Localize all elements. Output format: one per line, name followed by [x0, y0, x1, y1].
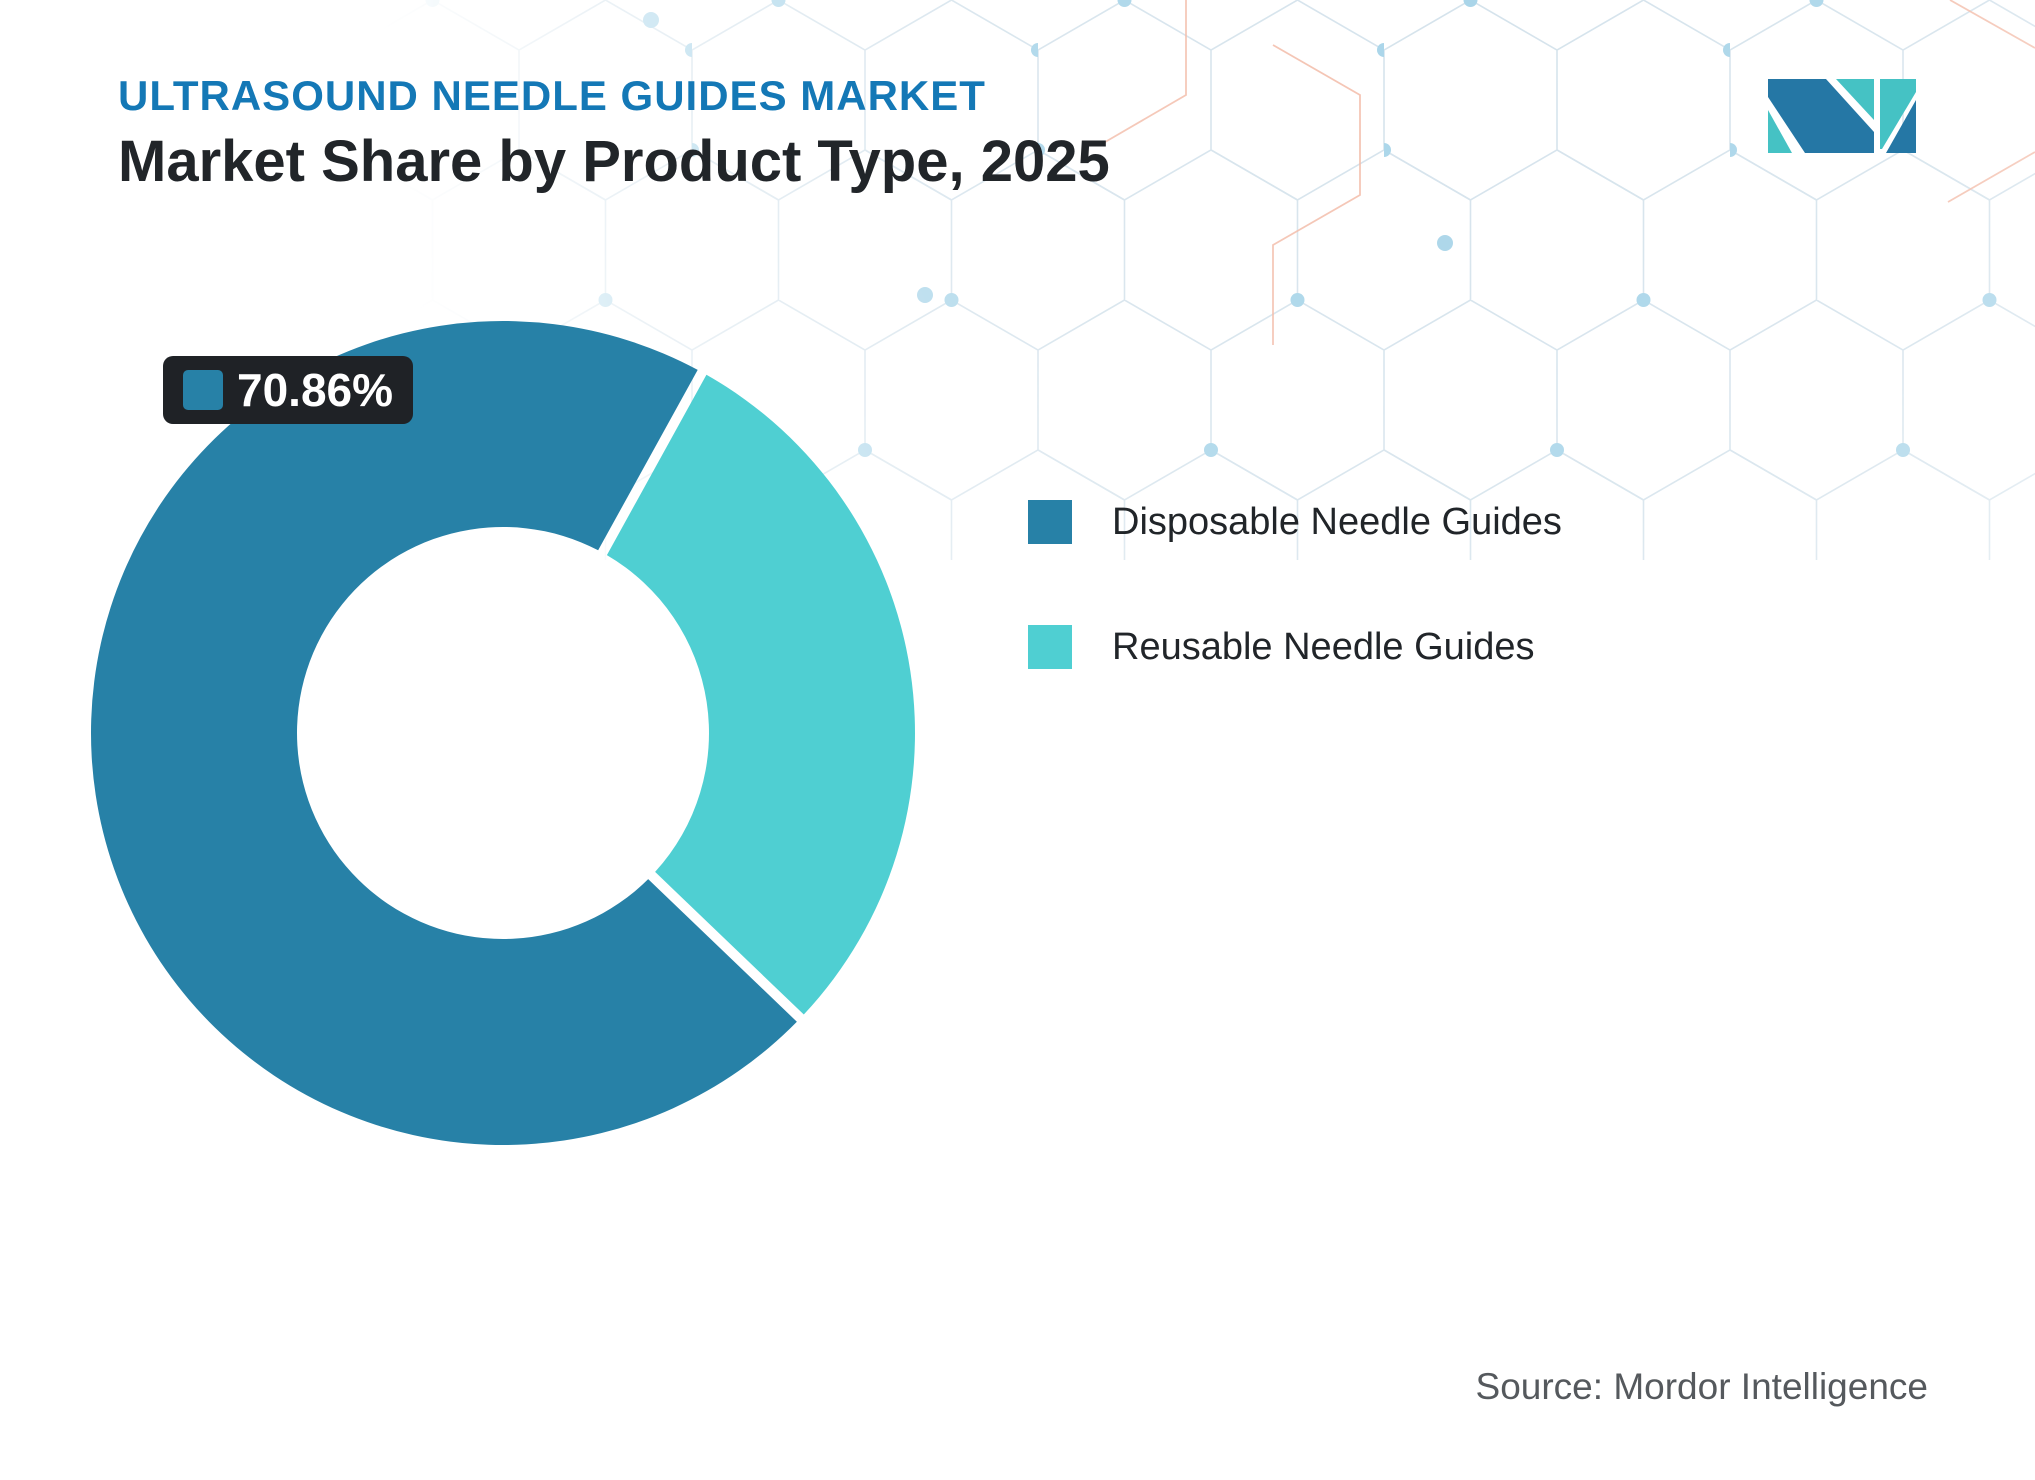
legend-swatch-reusable — [1028, 625, 1072, 669]
mordor-intelligence-logo — [1768, 79, 1916, 153]
callout-swatch — [183, 370, 223, 410]
hex-pattern-accent — [1947, 0, 2035, 203]
donut-chart — [73, 303, 933, 1163]
callout-value: 70.86% — [237, 364, 394, 416]
hex-pattern-accent — [1099, 0, 1187, 146]
legend-item-disposable: Disposable Needle Guides — [1028, 500, 1562, 544]
legend-label: Disposable Needle Guides — [1112, 500, 1562, 543]
source-attribution: Source: Mordor Intelligence — [1475, 1366, 1928, 1407]
donut-segment-disposable — [90, 321, 797, 1146]
legend-item-reusable: Reusable Needle Guides — [1028, 625, 1562, 669]
hex-pattern-accent — [1272, 44, 1361, 345]
data-label-callout: 70.86% — [163, 356, 414, 424]
legend-label: Reusable Needle Guides — [1112, 625, 1535, 668]
donut-segment-reusable — [606, 374, 915, 1015]
page-title: Market Share by Product Type, 2025 — [118, 129, 1110, 194]
legend-swatch-disposable — [1028, 500, 1072, 544]
chart-legend: Disposable Needle Guides Reusable Needle… — [1028, 500, 1562, 750]
header: ULTRASOUND NEEDLE GUIDES MARKET Market S… — [118, 70, 1110, 198]
report-kicker: ULTRASOUND NEEDLE GUIDES MARKET — [118, 72, 986, 119]
